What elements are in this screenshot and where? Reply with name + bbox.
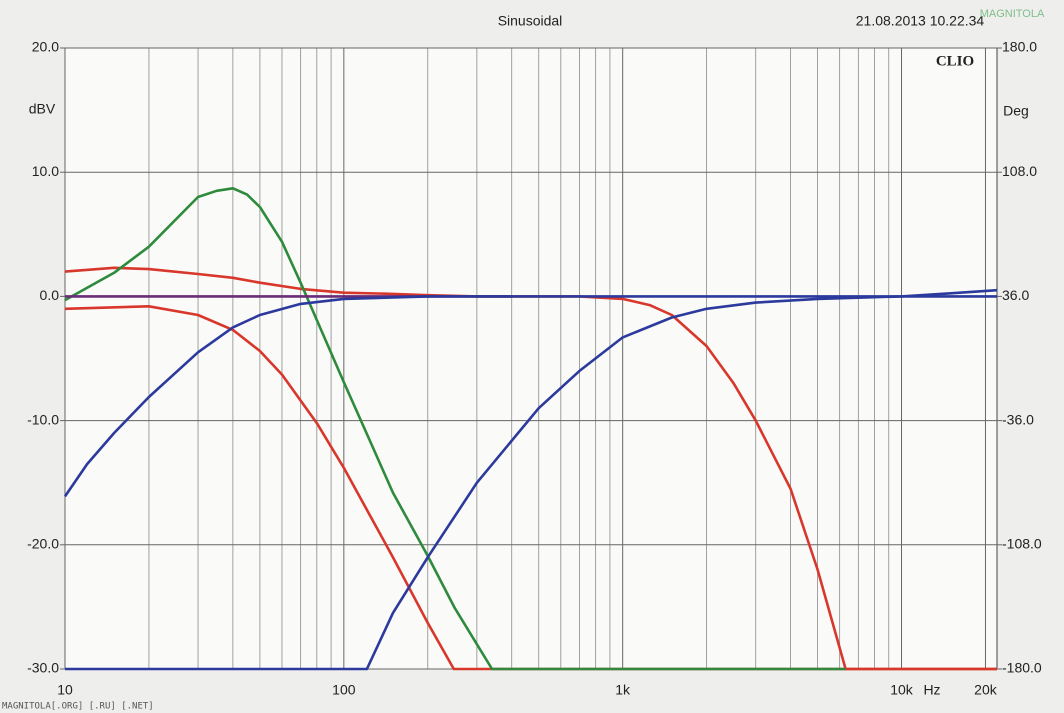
- y-tick-label: -10.0: [27, 411, 59, 427]
- series-line: [64, 305, 997, 671]
- chart-title: Sinusoidal: [498, 13, 563, 29]
- y2-tick-label: 180.0: [1002, 39, 1037, 55]
- plot-area: [64, 47, 998, 670]
- timestamp: 21.08.2013 10.22.34: [856, 13, 985, 29]
- watermark: MAGNITOLA: [980, 8, 1045, 20]
- series-line: [63, 295, 997, 498]
- y-tick-label: 0.0: [40, 287, 60, 303]
- series-line: [65, 288, 998, 671]
- x-axis-label: Hz: [923, 682, 940, 698]
- footer: MAGNITOLA[.ORG] [.RU] [.NET]: [2, 702, 154, 712]
- x-tick-label: 100: [332, 682, 356, 698]
- brand: CLIO: [936, 53, 974, 69]
- y-tick-label: -20.0: [27, 536, 59, 552]
- y-tick-label: -30.0: [27, 660, 59, 676]
- series-line: [64, 187, 846, 671]
- x-tick-label: 1k: [615, 682, 631, 698]
- y-tick-label: 20.0: [32, 39, 59, 55]
- y2-axis-label: Deg: [1003, 103, 1029, 119]
- y-tick-label: 10.0: [32, 163, 59, 179]
- x-tick-label: 10k: [890, 682, 914, 698]
- y2-tick-label: 108.0: [1002, 163, 1037, 179]
- x-tick-label: 20k: [974, 682, 998, 698]
- y2-tick-label: -36.0: [1002, 411, 1034, 427]
- x-tick-label: 10: [57, 682, 73, 698]
- y2-tick-label: -108.0: [1002, 536, 1042, 552]
- y-axis-label: dBV: [29, 101, 56, 117]
- y2-tick-label: -180.0: [1002, 660, 1042, 676]
- y2-tick-label: 36.0: [1002, 287, 1029, 303]
